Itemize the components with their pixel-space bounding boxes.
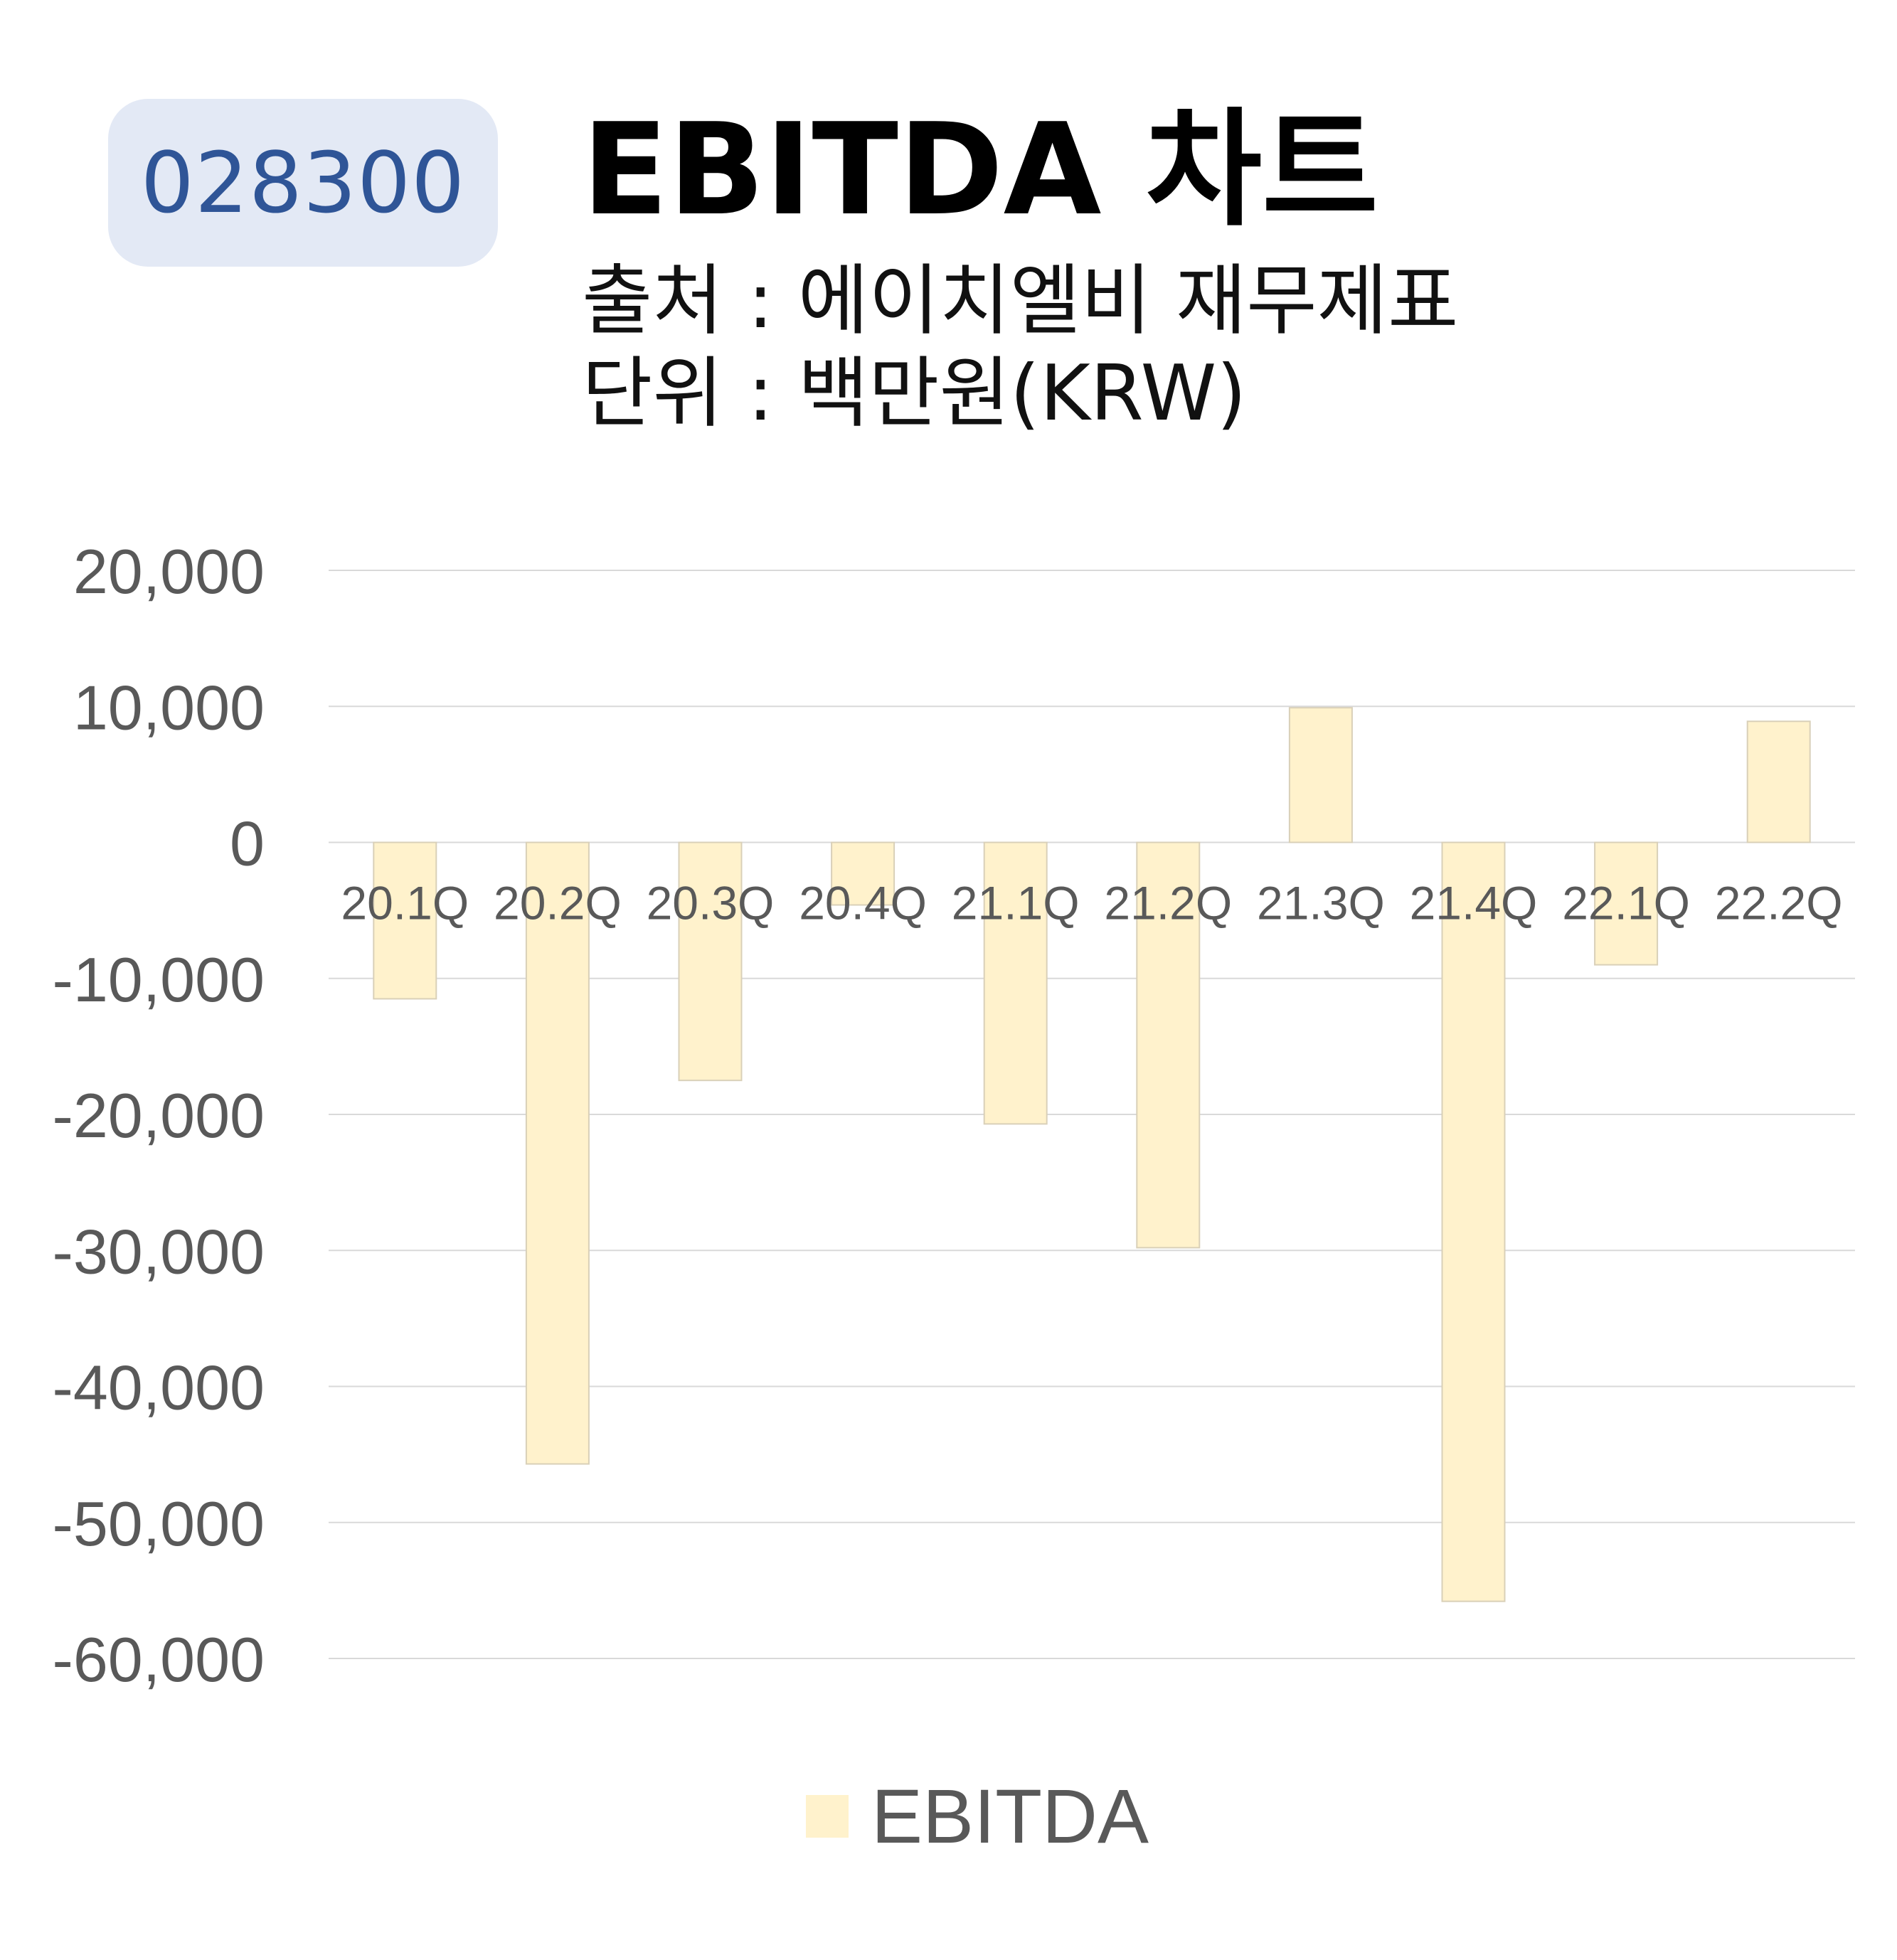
- legend: EBITDA: [806, 1778, 1149, 1855]
- y-tick-label: -10,000: [53, 944, 265, 1015]
- y-tick-label: 0: [230, 809, 265, 879]
- bars: [373, 707, 1811, 1602]
- y-tick-label: -30,000: [53, 1216, 265, 1287]
- bar-21.2Q: [1136, 841, 1201, 1249]
- x-tick-label: 22.1Q: [1562, 877, 1690, 930]
- bar-21.3Q: [1288, 707, 1353, 843]
- y-tick-label: -20,000: [53, 1080, 265, 1151]
- bar-22.2Q: [1746, 720, 1811, 843]
- x-tick-label: 21.4Q: [1410, 877, 1538, 930]
- bar-20.4Q: [831, 841, 896, 906]
- chart-source: 출처 : 에이치엘비 재무제표: [582, 257, 1459, 346]
- bar-21.1Q: [983, 841, 1048, 1125]
- y-axis-tick-labels: 20,000 10,000 0 -10,000 -20,000 -30,000 -40,00…: [53, 536, 265, 1695]
- x-tick-label: 22.2Q: [1715, 877, 1843, 930]
- chart-unit: 단위 : 백만원(KRW): [582, 349, 1247, 438]
- bar-20.1Q: [373, 841, 437, 1000]
- ticker-badge: 028300: [108, 99, 498, 267]
- bar-21.4Q: [1441, 841, 1506, 1602]
- legend-swatch: [806, 1795, 849, 1838]
- bar-20.3Q: [678, 841, 743, 1082]
- bar-22.1Q: [1594, 841, 1659, 966]
- x-tick-label: 21.1Q: [952, 877, 1080, 930]
- x-tick-label: 20.2Q: [494, 877, 622, 930]
- chart-title: EBITDA 차트: [582, 96, 1378, 243]
- y-tick-label: -60,000: [53, 1624, 265, 1695]
- y-tick-label: 10,000: [73, 672, 265, 742]
- bar-20.2Q: [525, 841, 590, 1465]
- x-tick-label: 20.4Q: [799, 877, 927, 930]
- x-tick-label: 21.3Q: [1257, 877, 1385, 930]
- x-tick-label: 20.1Q: [341, 877, 469, 930]
- y-tick-label: -50,000: [53, 1488, 265, 1559]
- x-tick-label: 21.2Q: [1104, 877, 1232, 930]
- y-tick-label: -40,000: [53, 1353, 265, 1423]
- ticker-code: 028300: [140, 134, 466, 232]
- x-axis-tick-labels: 20.1Q 20.2Q 20.3Q 20.4Q 21.1Q 21.2Q 21.3Q 21.4Q…: [341, 877, 1842, 930]
- y-tick-label: 20,000: [73, 536, 265, 607]
- legend-label: EBITDA: [871, 1773, 1149, 1859]
- x-tick-label: 20.3Q: [647, 877, 775, 930]
